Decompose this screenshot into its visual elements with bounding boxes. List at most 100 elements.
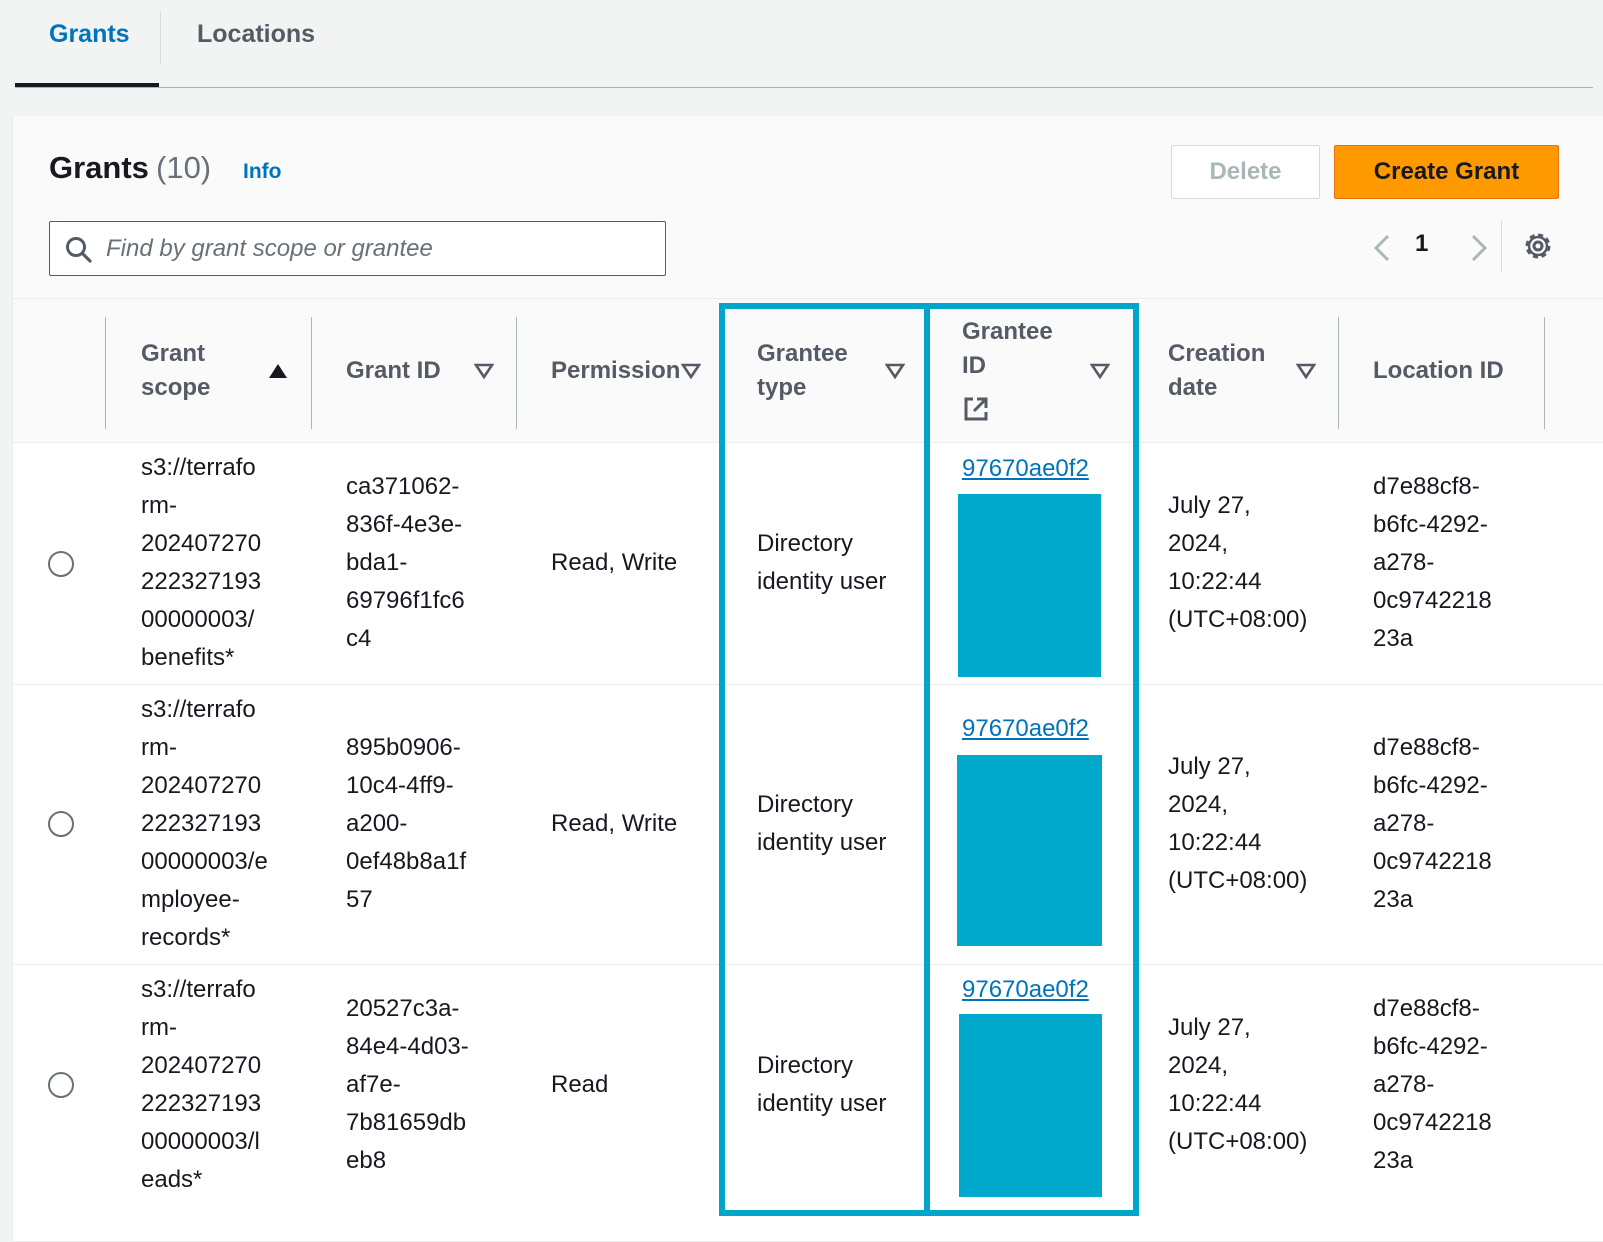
column-separator	[105, 317, 106, 429]
text-line: 00000003/e	[141, 848, 268, 875]
text-line: (UTC+08:00)	[1168, 606, 1308, 633]
table-row[interactable]: s3://terrafo rm- 202407270 222327193 000…	[13, 443, 1603, 685]
tab-locations[interactable]: Locations	[197, 20, 316, 48]
text-line: a278-	[1373, 1071, 1435, 1098]
text-line: d7e88cf8-	[1373, 995, 1480, 1022]
sort-descending-icon[interactable]	[474, 363, 494, 379]
cell-grant-scope: s3://terrafo rm- 202407270 222327193 000…	[141, 971, 261, 1199]
text-line: a278-	[1373, 549, 1435, 576]
column-label: Location ID	[1373, 357, 1504, 384]
sort-descending-icon[interactable]	[1296, 363, 1316, 379]
grantee-id-link[interactable]: 97670ae0f2	[962, 455, 1089, 482]
search-input[interactable]	[106, 230, 646, 268]
table-row[interactable]: s3://terrafo rm- 202407270 222327193 000…	[13, 965, 1603, 1242]
column-header-grant-id[interactable]: Grant ID	[346, 299, 516, 444]
table-header: Grant scope Grant ID Permission Grantee …	[13, 298, 1603, 443]
cell-grant-scope: s3://terrafo rm- 202407270 222327193 000…	[141, 449, 261, 677]
cell-grantee-type: Directory identity user	[757, 1047, 886, 1123]
text-line: 0c9742218	[1373, 587, 1492, 614]
tab-baseline	[15, 87, 1593, 88]
current-page-number[interactable]: 1	[1415, 230, 1429, 257]
table-row[interactable]: s3://terrafo rm- 202407270 222327193 000…	[13, 685, 1603, 965]
text-line: 57	[346, 886, 373, 913]
column-header-permission[interactable]: Permission	[551, 299, 721, 444]
search-box	[49, 221, 666, 276]
column-label: Grantee	[757, 340, 848, 367]
text-line: s3://terrafo	[141, 454, 256, 481]
text-line: July 27,	[1168, 1014, 1251, 1041]
text-line: 836f-4e3e-	[346, 511, 463, 538]
column-label: ID	[962, 352, 986, 379]
row-select-radio[interactable]	[48, 1072, 74, 1098]
sort-descending-icon[interactable]	[681, 363, 701, 379]
text-line: eb8	[346, 1147, 387, 1174]
chevron-right-icon[interactable]	[1463, 228, 1493, 268]
text-line: b6fc-4292-	[1373, 511, 1488, 538]
redacted-block	[958, 494, 1101, 677]
cell-grant-id: ca371062- 836f-4e3e- bda1- 69796f1fc6 c4	[346, 468, 465, 658]
pager-divider	[1501, 220, 1502, 272]
text-line: 23a	[1373, 886, 1414, 913]
text-line: a200-	[346, 810, 408, 837]
cell-creation-date: July 27, 2024, 10:22:44 (UTC+08:00)	[1168, 1009, 1307, 1161]
text-line: 23a	[1373, 625, 1414, 652]
column-separator	[1544, 317, 1545, 429]
delete-button[interactable]: Delete	[1171, 145, 1320, 199]
cell-grantee-type: Directory identity user	[757, 525, 886, 601]
grantee-id-link[interactable]: 97670ae0f2	[962, 976, 1089, 1003]
column-header-creation-date[interactable]: Creation date	[1168, 299, 1338, 444]
text-line: identity user	[757, 829, 887, 856]
text-line: July 27,	[1168, 492, 1251, 519]
text-line: 222327193	[141, 568, 262, 595]
row-select-radio[interactable]	[48, 811, 74, 837]
column-header-grant-scope[interactable]: Grant scope	[141, 299, 311, 444]
grantee-id-link[interactable]: 97670ae0f2	[962, 715, 1089, 742]
sort-descending-icon[interactable]	[885, 363, 905, 379]
column-header-grantee-id[interactable]: Grantee ID	[962, 299, 1132, 444]
text-line: records*	[141, 924, 231, 951]
cell-permission: Read	[551, 1071, 609, 1098]
column-label: Grant ID	[346, 357, 441, 384]
tab-divider	[160, 12, 161, 64]
sort-ascending-icon[interactable]	[268, 363, 288, 379]
text-line: 2024,	[1168, 791, 1229, 818]
cell-grant-id: 20527c3a- 84e4-4d03- af7e- 7b81659db eb8	[346, 990, 469, 1180]
row-select-radio[interactable]	[48, 551, 74, 577]
info-link[interactable]: Info	[243, 160, 282, 183]
column-label: type	[757, 374, 807, 401]
text-line: 202407270	[141, 1052, 262, 1079]
search-icon	[66, 237, 92, 263]
text-line: 2024,	[1168, 530, 1229, 557]
external-link-icon[interactable]	[962, 395, 990, 423]
text-line: rm-	[141, 734, 177, 761]
chevron-left-icon[interactable]	[1368, 228, 1398, 268]
sort-descending-icon[interactable]	[1090, 363, 1110, 379]
panel-title: Grants	[49, 150, 149, 185]
column-label: Permission	[551, 357, 681, 384]
create-grant-button[interactable]: Create Grant	[1334, 145, 1559, 199]
text-line: 0c9742218	[1373, 848, 1492, 875]
text-line: 69796f1fc6	[346, 587, 465, 614]
cell-creation-date: July 27, 2024, 10:22:44 (UTC+08:00)	[1168, 748, 1307, 900]
text-line: 0ef48b8a1f	[346, 848, 467, 875]
text-line: ca371062-	[346, 473, 460, 500]
text-line: benefits*	[141, 644, 235, 671]
tab-grants[interactable]: Grants	[49, 20, 130, 48]
text-line: b6fc-4292-	[1373, 1033, 1488, 1060]
text-line: 84e4-4d03-	[346, 1033, 469, 1060]
text-line: 7b81659db	[346, 1109, 467, 1136]
text-line: af7e-	[346, 1071, 401, 1098]
gear-icon[interactable]	[1521, 229, 1555, 263]
text-line: d7e88cf8-	[1373, 473, 1480, 500]
column-label: Creation	[1168, 340, 1266, 367]
column-header-grantee-type[interactable]: Grantee type	[757, 299, 927, 444]
text-line: a278-	[1373, 810, 1435, 837]
text-line: eads*	[141, 1166, 203, 1193]
text-line: Directory	[757, 1052, 854, 1079]
text-line: 00000003/	[141, 606, 255, 633]
column-header-location-id[interactable]: Location ID	[1373, 299, 1573, 444]
cell-grant-id: 895b0906- 10c4-4ff9- a200- 0ef48b8a1f 57	[346, 729, 466, 919]
cell-location-id: d7e88cf8- b6fc-4292- a278- 0c9742218 23a	[1373, 468, 1492, 658]
text-line: b6fc-4292-	[1373, 772, 1488, 799]
text-line: d7e88cf8-	[1373, 734, 1480, 761]
